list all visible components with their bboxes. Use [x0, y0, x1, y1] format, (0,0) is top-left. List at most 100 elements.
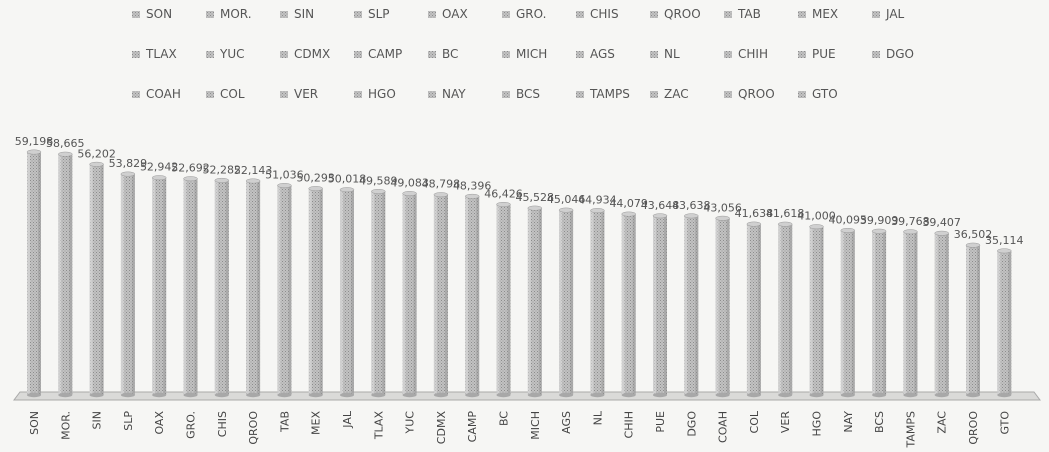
bar-zac: [934, 230, 949, 398]
legend-swatch: [132, 91, 140, 98]
legend-entry: TAB: [737, 7, 761, 21]
data-label: 39,407: [922, 216, 961, 229]
x-tick-label: OAX: [153, 411, 166, 435]
x-tick-label: TAB: [278, 411, 291, 433]
x-tick-label: COAH: [717, 411, 730, 443]
data-label: 35,114: [985, 234, 1024, 247]
data-label: 49,589: [359, 174, 398, 187]
bar-oax: [151, 175, 167, 398]
bar-sin: [89, 161, 104, 398]
bar-col: [746, 221, 762, 398]
legend: SON MOR. SIN SLP OAX GRO. CHIS QROO TAB MEX JAL TLA…: [132, 7, 914, 101]
legend-swatch: [798, 51, 806, 58]
bar-son: [26, 149, 42, 398]
x-tick-label: PUE: [654, 411, 667, 433]
data-label: 51,036: [265, 169, 304, 182]
bar-coah: [715, 215, 730, 398]
data-label: 48,798: [422, 178, 461, 191]
legend-swatch: [576, 91, 584, 98]
legend-entry: DGO: [886, 47, 914, 61]
bar-gro: [183, 176, 198, 398]
data-label: 52,942: [140, 161, 179, 174]
data-label: 52,282: [203, 163, 242, 176]
legend-swatch: [354, 51, 362, 58]
legend-entry: GRO.: [516, 7, 546, 21]
data-label: 41,618: [766, 207, 805, 220]
bar-dgo: [684, 213, 699, 398]
legend-entry: AGS: [590, 47, 615, 61]
legend-swatch: [798, 91, 806, 98]
x-tick-label: GTO: [998, 411, 1011, 435]
legend-entry: ZAC: [664, 87, 689, 101]
legend-entry: SON: [146, 7, 172, 21]
legend-swatch: [650, 91, 658, 98]
legend-entry: QROO: [738, 87, 775, 101]
bar-mex: [308, 186, 323, 398]
data-label: 39,768: [891, 215, 930, 228]
x-tick-label: CHIH: [623, 411, 636, 438]
data-label: 43,648: [641, 199, 680, 212]
legend-entry: COAH: [146, 87, 181, 101]
bar-chih: [621, 211, 636, 398]
legend-entry: TAMPS: [589, 87, 630, 101]
bar-bcs: [871, 228, 887, 398]
legend-swatch: [206, 91, 214, 98]
legend-entry: BCS: [516, 87, 540, 101]
legend-swatch: [428, 91, 436, 98]
x-tick-label: QROO: [967, 411, 980, 445]
bar-qroo: [965, 242, 981, 398]
legend-entry: COL: [220, 87, 245, 101]
legend-entry: OAX: [442, 7, 468, 21]
legend-swatch: [798, 11, 806, 18]
bar-gto: [997, 248, 1012, 398]
data-label: 44,079: [609, 197, 648, 210]
data-label: 40,095: [829, 213, 868, 226]
legend-swatch: [132, 51, 140, 58]
data-label: 39,909: [860, 214, 899, 227]
bar-ver: [777, 221, 793, 398]
x-tick-label: BCS: [873, 411, 886, 433]
x-tick-label: CDMX: [435, 411, 448, 445]
data-labels: 59,19858,66556,20253,82952,94252,69252,2…: [15, 135, 1024, 247]
legend-entry: BC: [442, 47, 458, 61]
legend-swatch: [280, 11, 288, 18]
data-label: 49,083: [390, 177, 429, 190]
x-tick-label: QROO: [247, 411, 260, 445]
bar-slp: [120, 171, 136, 398]
bar-pue: [652, 213, 668, 398]
data-label: 36,502: [954, 228, 993, 241]
data-label: 44,934: [578, 194, 617, 207]
legend-swatch: [576, 11, 584, 18]
bar-tab: [277, 183, 292, 398]
legend-swatch: [502, 91, 510, 98]
data-label: 52,143: [234, 164, 273, 177]
data-label: 45,046: [547, 193, 586, 206]
legend-swatch: [132, 11, 140, 18]
data-label: 50,293: [296, 172, 335, 185]
legend-entry: JAL: [885, 7, 905, 21]
bar-nl: [590, 208, 605, 398]
legend-swatch: [428, 11, 436, 18]
data-label: 52,692: [171, 162, 210, 175]
data-label: 56,202: [77, 147, 116, 160]
legend-entry: PUE: [812, 47, 836, 61]
legend-entry: HGO: [368, 87, 396, 101]
legend-swatch: [650, 51, 658, 58]
legend-entry: TLAX: [145, 47, 177, 61]
bar-hgo: [809, 224, 824, 398]
bar-camp: [464, 193, 480, 398]
bar-cdmx: [433, 192, 449, 398]
x-tick-label: MEX: [310, 411, 323, 435]
legend-entry: NL: [664, 47, 680, 61]
data-label: 41,638: [735, 207, 774, 220]
data-label: 58,665: [46, 137, 85, 150]
legend-entry: MEX: [812, 7, 838, 21]
data-label: 53,829: [109, 157, 148, 170]
bar-jal: [339, 187, 355, 398]
data-label: 48,396: [453, 179, 492, 192]
bars: [26, 149, 1012, 398]
x-tick-label: MOR.: [59, 411, 72, 440]
legend-swatch: [872, 51, 880, 58]
x-tick-label: SON: [28, 411, 41, 435]
